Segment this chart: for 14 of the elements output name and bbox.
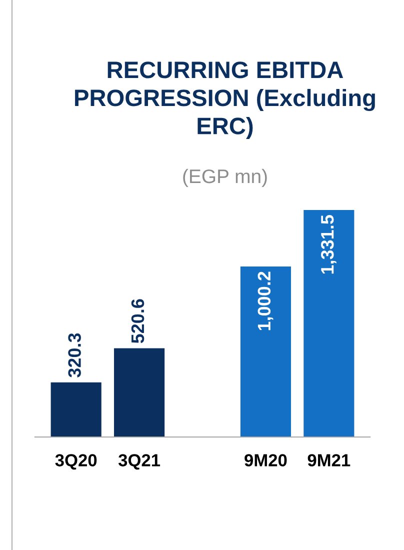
chart-title: RECURRING EBITDA PROGRESSION (Excluding ERC) <box>75 62 375 140</box>
x-tick-label: 3Q20 <box>55 454 97 470</box>
data-label: 1,331.5 <box>320 215 336 274</box>
data-label: 1,000.2 <box>258 272 274 330</box>
bar <box>240 266 291 437</box>
bar <box>50 382 102 437</box>
data-label: 320.3 <box>68 333 81 378</box>
bar <box>304 210 354 437</box>
data-label: 520.6 <box>131 299 144 344</box>
x-tick-label: 3Q21 <box>118 454 160 470</box>
x-tick-label: 9M21 <box>308 454 350 466</box>
chart-subtitle: (EGP mn) <box>183 168 267 188</box>
bar <box>114 348 165 437</box>
x-tick-label: 9M20 <box>244 454 287 466</box>
